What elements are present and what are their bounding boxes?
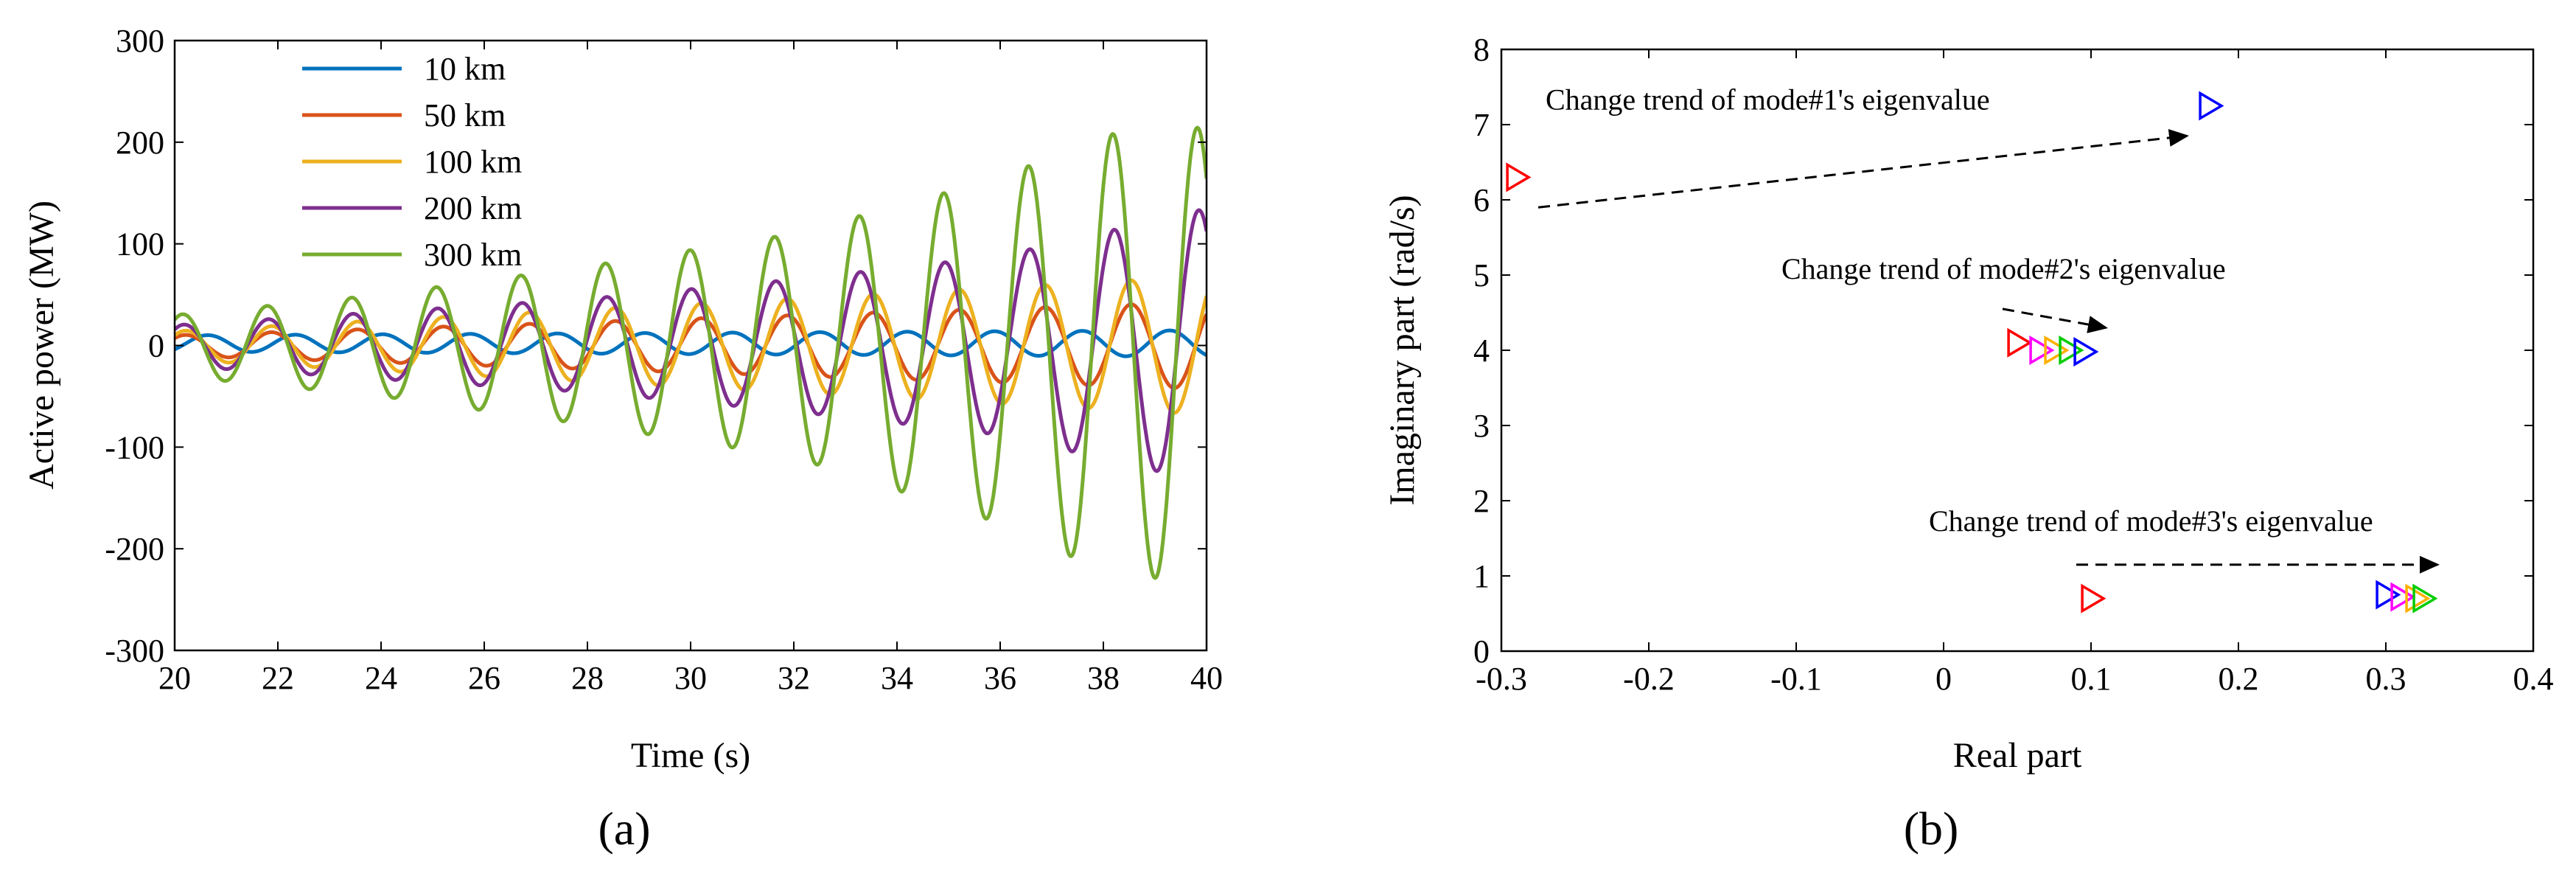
panel-b-annotations: Change trend of mode#1's eigenvalue Chang…	[1537, 83, 2440, 574]
eigenvalue-marker-2	[2199, 91, 2224, 121]
panel-b-x-tick-label: -0.2	[1623, 661, 1675, 697]
panel-b-y-tick-label: 1	[1473, 558, 1490, 594]
legend-label-200km: 200 km	[424, 190, 522, 226]
panel-a-x-tick-label: 20	[158, 660, 191, 696]
eigenvalue-marker-6	[2059, 335, 2084, 366]
panel-a-x-tick-label: 40	[1190, 660, 1223, 696]
panel-b-x-tick-label: 0.4	[2513, 661, 2554, 697]
panel-b-label: (b)	[1904, 802, 1959, 855]
panel-a-y-tick-label: -100	[105, 429, 164, 465]
eigenvalue-marker-11	[2405, 583, 2431, 614]
panel-a-x-tick-label: 38	[1087, 660, 1120, 696]
panel-b-y-tick-label: 5	[1473, 257, 1490, 293]
panel-a-x-tick-label: 24	[365, 660, 397, 696]
panel-b-y-tick-label: 3	[1473, 408, 1490, 444]
annotation-label-mode-1: Change trend of mode#1's eigenvalue	[1546, 83, 1990, 117]
series-line-300km	[175, 125, 1207, 580]
panel-a-y-tick-label: 200	[116, 125, 164, 161]
series-line-100km	[175, 278, 1207, 415]
eigenvalue-marker-1	[1506, 162, 1532, 192]
eigenvalue-marker-5	[2044, 335, 2070, 366]
panel-b-x-tick-label: 0.3	[2366, 661, 2406, 697]
panel-a-y-tick-label: -200	[105, 531, 164, 567]
eigenvalue-marker-7	[2073, 336, 2099, 367]
panel-a-x-tick-label: 34	[881, 660, 913, 696]
panel-b-x-tick-label: 0	[1936, 661, 1952, 697]
panel-b-y-tick-label: 4	[1473, 333, 1490, 369]
series-line-50km	[175, 302, 1207, 390]
eigenvalue-marker-8	[2081, 583, 2106, 614]
panel-a-y-tick-label: 100	[116, 226, 164, 263]
panel-a-series-group	[175, 125, 1207, 580]
panel-a-x-tick-label: 32	[778, 660, 810, 696]
panel-b-x-tick-label: -0.3	[1476, 661, 1527, 697]
panel-b-x-tick-label: 0.1	[2071, 661, 2112, 697]
legend-label-300km: 300 km	[424, 237, 522, 273]
panel-a-x-tick-label: 22	[262, 660, 294, 696]
panel-b-points-group	[1506, 91, 2438, 614]
series-line-200km	[175, 208, 1207, 473]
eigenvalue-marker-10	[2390, 582, 2416, 612]
panel-a-x-axis-label: Time (s)	[631, 736, 750, 775]
panel-b-y-tick-label: 0	[1473, 633, 1490, 670]
series-line-10km	[175, 328, 1207, 358]
panel-b-y-tick-label: 2	[1473, 483, 1490, 519]
panel-b-scatter-chart: -0.3 -0.2 -0.1 0 0.1 0.2 0.3 0.4 0 1 2 3 4 5 6 7 8 Chang…	[1383, 32, 2554, 855]
legend-label-100km: 100 km	[424, 144, 522, 180]
legend-label-50km: 50 km	[424, 97, 506, 133]
annotation-label-mode-3: Change trend of mode#3's eigenvalue	[1929, 504, 2373, 538]
annotation-label-mode-2: Change trend of mode#2's eigenvalue	[1781, 252, 2226, 285]
panel-b-x-axis-label: Real part	[1953, 736, 2082, 775]
panel-a-legend: 10 km 50 km 100 km 200 km 300 km	[302, 51, 522, 273]
panel-a-x-tick-label: 28	[571, 660, 604, 696]
eigenvalue-marker-4	[2029, 335, 2055, 366]
panel-b-y-axis-label: Imaginary part (rad/s)	[1383, 195, 1422, 505]
panel-a-y-tick-label: 300	[116, 23, 164, 59]
eigenvalue-marker-9	[2376, 580, 2401, 610]
panel-a-x-tick-label: 26	[468, 660, 500, 696]
panel-a-x-tick-label: 36	[984, 660, 1016, 696]
panel-a-label: (a)	[598, 802, 650, 855]
eigenvalue-marker-12	[2412, 583, 2438, 614]
annotation-arrow-mode-2	[2002, 308, 2108, 333]
panel-b-y-tick-label: 6	[1473, 182, 1490, 218]
legend-label-10km: 10 km	[424, 51, 506, 87]
panel-b-y-tick-label: 7	[1473, 107, 1490, 143]
panel-b-y-tick-label: 8	[1473, 32, 1490, 68]
panel-a-y-tick-label: 0	[148, 328, 164, 364]
eigenvalue-marker-3	[2007, 327, 2033, 358]
panel-b-x-tick-label: 0.2	[2219, 661, 2259, 697]
annotation-arrow-mode-1	[1537, 128, 2189, 209]
panel-a-line-chart: 20 22 24 26 28 30 32 34 36 38 40 -300 -200 -100 0 100 20…	[22, 23, 1223, 855]
panel-a-y-tick-label: -300	[105, 633, 164, 669]
panel-b-x-tick-label: -0.1	[1770, 661, 1822, 697]
panel-a-x-tick-label: 30	[674, 660, 707, 696]
panel-a-y-axis-label: Active power (MW)	[22, 201, 61, 490]
